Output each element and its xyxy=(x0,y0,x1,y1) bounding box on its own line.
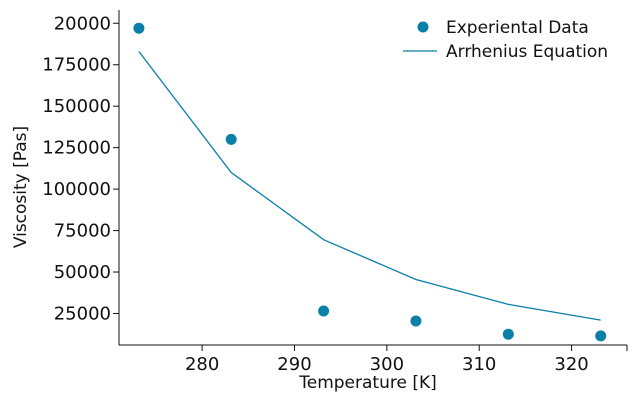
x-tick-label: 280 xyxy=(185,354,219,375)
legend-label-arrhenius-equation: Arrhenius Equation xyxy=(446,42,608,62)
y-tick-label: 100000 xyxy=(42,179,111,200)
data-point-experiental-data xyxy=(133,22,145,34)
y-tick-label: 25000 xyxy=(54,303,111,324)
data-point-experiental-data xyxy=(225,133,237,145)
x-axis-label: Temperature [K] xyxy=(298,373,437,393)
data-point-experiental-data xyxy=(595,330,607,342)
data-point-experiental-data xyxy=(502,328,514,340)
y-tick-label: 175000 xyxy=(42,55,111,76)
y-tick-label: 75000 xyxy=(54,221,111,242)
legend-marker-experiental-data xyxy=(417,21,429,33)
y-ticks: 25000 50000 75000 100000 125000 150000 175000 2… xyxy=(42,13,119,324)
x-tick-label: 310 xyxy=(462,354,496,375)
data-point-experiental-data xyxy=(410,315,422,327)
series-line-arrhenius-equation xyxy=(138,51,601,321)
y-tick-label: 50000 xyxy=(54,262,111,283)
x-tick-label: 290 xyxy=(277,354,311,375)
x-tick-label: 300 xyxy=(370,354,404,375)
legend: Experiental Data Arrhenius Equation xyxy=(403,18,608,62)
legend-label-experiental-data: Experiental Data xyxy=(446,18,589,38)
x-ticks: 280 290 300 310 320 xyxy=(185,345,589,375)
x-tick-label: 320 xyxy=(554,354,588,375)
y-tick-label: 150000 xyxy=(42,96,111,117)
plot-area: 280 290 300 310 320 25000 50000 75000 100000 125… xyxy=(42,10,628,375)
series-layer xyxy=(133,22,607,342)
y-axis-label: Viscosity [Pas] xyxy=(11,126,31,248)
y-tick-label: 125000 xyxy=(42,138,111,159)
data-point-experiental-data xyxy=(318,305,330,317)
y-tick-label: 20000 xyxy=(54,13,111,34)
